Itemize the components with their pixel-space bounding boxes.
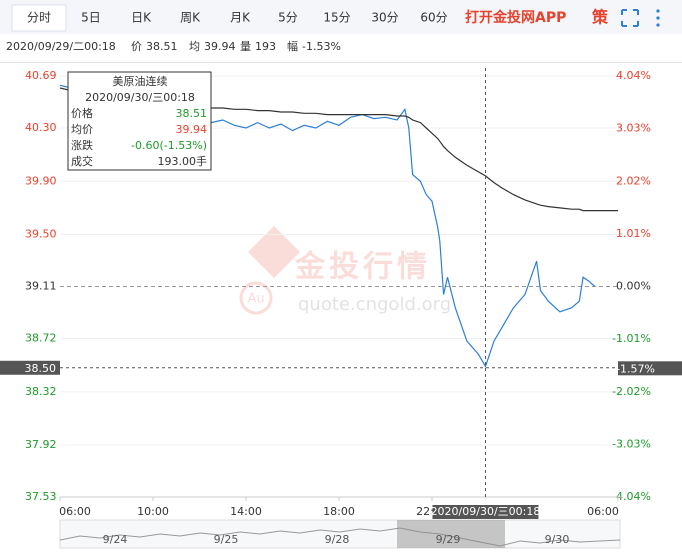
y2-tick-label: 3.03% xyxy=(616,122,651,135)
tab[interactable]: 60分 xyxy=(420,11,447,25)
crosshair-y2-label: -1.57% xyxy=(616,362,655,375)
tooltip: 美原油连续 2020/09/30/三00:18 价格 38.51 均价 39.94 涨跌… xyxy=(67,71,212,171)
info-label: 量 xyxy=(240,40,251,53)
tab[interactable]: 月K xyxy=(230,11,251,25)
info-bar: 2020/09/29/二00:18 价 38.51 均 39.94 量 193 幅 -1.53% xyxy=(6,40,341,53)
tab[interactable]: 30分 xyxy=(371,11,398,25)
y2-tick-label: -4.04% xyxy=(612,490,651,503)
tooltip-title: 美原油连续 xyxy=(113,74,168,88)
tooltip-value: 38.51 xyxy=(176,107,208,120)
y-tick-label: 40.30 xyxy=(25,121,57,134)
tabs: 分时 5日 日K 周K 月K 5分 15分 30分 60分 xyxy=(27,11,448,25)
y2-tick-label: -1.01% xyxy=(612,332,651,345)
crosshair-y2-box xyxy=(618,361,682,376)
navigator-date: 9/30 xyxy=(545,533,570,546)
separator xyxy=(0,62,682,63)
plot: 40.69 40.30 39.90 39.50 39.11 38.72 38.32 37.92… xyxy=(0,68,682,519)
watermark-url: quote.cngold.org xyxy=(298,294,451,315)
info-value: 193 xyxy=(255,40,276,53)
y2-tick-label: 4.04% xyxy=(616,69,651,82)
tooltip-box xyxy=(67,71,212,171)
watermark: Au 金投行情 quote.cngold.org xyxy=(239,226,451,315)
y2-tick-label: 0.00% xyxy=(616,280,651,293)
watermark-brand: 金投行情 xyxy=(294,250,431,285)
y2-tick-label: -2.02% xyxy=(612,385,651,398)
crosshair-x-label: 2020/09/30/三00:18 xyxy=(431,505,541,518)
tab[interactable]: 5分 xyxy=(278,11,298,25)
y-tick-label: 37.92 xyxy=(25,438,57,451)
tooltip-label: 涨跌 xyxy=(71,138,93,152)
crosshair-y-label: 38.50 xyxy=(25,362,57,375)
y-tick-label: 37.53 xyxy=(25,490,57,503)
x-tick-label: 06:00 xyxy=(59,505,91,518)
fullscreen-icon[interactable] xyxy=(621,9,639,27)
info-value: -1.53% xyxy=(302,40,341,53)
y-tick-label: 38.72 xyxy=(25,331,57,344)
tooltip-value: 193.00手 xyxy=(158,154,208,168)
navigator-date: 9/24 xyxy=(103,533,128,546)
y2-tick-label: -3.03% xyxy=(612,437,651,450)
info-time: 2020/09/29/二00:18 xyxy=(6,40,116,53)
y-tick-label: 40.69 xyxy=(25,69,57,82)
tab[interactable]: 分时 xyxy=(27,11,51,25)
toolbar xyxy=(0,0,682,34)
active-tab xyxy=(11,4,67,32)
crosshair-x-box xyxy=(432,505,539,519)
x-tick-label: 06:00 xyxy=(587,505,619,518)
tab[interactable]: 15分 xyxy=(323,11,350,25)
tab[interactable]: 周K xyxy=(180,11,201,25)
tooltip-value: -0.60(-1.53%) xyxy=(131,139,207,152)
y-tick-label: 39.11 xyxy=(25,280,57,293)
tooltip-label: 均价 xyxy=(71,123,93,136)
y-tick-label: 39.90 xyxy=(25,174,57,187)
tab[interactable]: 日K xyxy=(131,11,152,25)
navigator-date: 9/28 xyxy=(325,533,350,546)
navigator-window[interactable] xyxy=(397,520,505,548)
strategy[interactable]: 策 xyxy=(591,8,609,27)
navigator-dates: 9/24 9/25 9/28 9/29 9/30 xyxy=(103,533,570,546)
x-tick-label: 14:00 xyxy=(230,505,262,518)
info-label: 价 xyxy=(131,40,142,53)
y-tick-label: 38.32 xyxy=(25,385,57,398)
navigator-date: 9/29 xyxy=(436,533,461,546)
info-value: 39.94 xyxy=(204,40,236,53)
info-value: 38.51 xyxy=(146,40,178,53)
y2-tick-label: 2.02% xyxy=(616,174,651,187)
crosshair-y-box xyxy=(0,360,60,375)
tooltip-time: 2020/09/30/三00:18 xyxy=(85,91,195,104)
app-link[interactable]: 打开金投网APP xyxy=(465,9,566,26)
y2-tick-label: 1.01% xyxy=(616,227,651,240)
info-label: 幅 xyxy=(287,40,298,53)
navigator-date: 9/25 xyxy=(214,533,239,546)
tooltip-label: 成交 xyxy=(71,154,93,168)
watermark-logo: Au xyxy=(247,292,264,307)
navigator-line xyxy=(59,527,621,547)
x-tick-label: 18:00 xyxy=(323,505,355,518)
menu-icon[interactable] xyxy=(656,9,660,27)
navigator xyxy=(59,519,621,549)
info-label: 均 xyxy=(189,40,200,53)
tooltip-label: 价格 xyxy=(71,106,93,120)
tooltip-value: 39.94 xyxy=(176,123,208,136)
x-tick-label: 10:00 xyxy=(137,505,169,518)
y-tick-label: 39.50 xyxy=(25,228,57,241)
tab[interactable]: 5日 xyxy=(81,11,101,25)
